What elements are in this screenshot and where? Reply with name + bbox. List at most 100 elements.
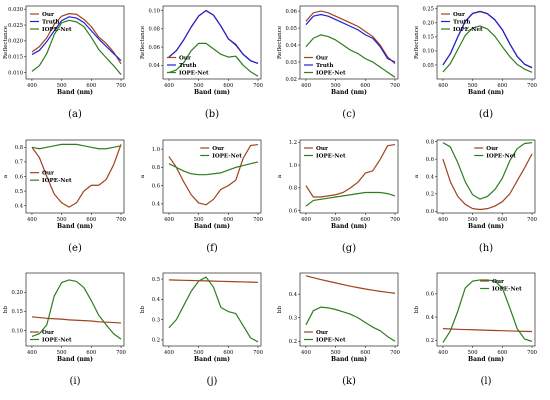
x-axis-label: Band (nm) <box>468 356 504 363</box>
y-tick-label: 0.4 <box>15 204 24 210</box>
chart-panel: 400 500 600 700 0.2 0.4 0.6 Band (nm) bb (l) Our IO… <box>414 272 537 387</box>
chart-panel: 400 500 600 700 0.02 0.03 0.04 0.05 0.06 Band (nm… <box>277 5 400 120</box>
x-tick-label: 600 <box>86 83 96 89</box>
x-tick-label: 600 <box>86 217 96 223</box>
y-tick-label: 0.4 <box>289 292 298 298</box>
plot-frame <box>436 5 536 80</box>
plot-frame <box>162 272 262 347</box>
y-axis-label: bb <box>3 306 9 314</box>
legend-label: IOPE-Net <box>316 71 346 77</box>
y-tick-label: 0.06 <box>148 45 160 51</box>
series-line <box>31 143 122 150</box>
legend-label: Our <box>42 171 54 177</box>
plot-frame <box>25 139 125 214</box>
x-tick-label: 400 <box>301 217 311 223</box>
y-axis-label: a <box>140 174 146 178</box>
y-tick-label: 0.3 <box>152 317 160 323</box>
x-tick-label: 600 <box>223 350 233 356</box>
x-axis-label: Band (nm) <box>57 89 93 96</box>
legend-label: Our <box>316 56 328 62</box>
x-tick-label: 700 <box>253 217 263 223</box>
x-tick-label: 500 <box>57 350 67 356</box>
plot-frame <box>25 5 125 80</box>
legend-label: Truth <box>179 63 196 69</box>
y-tick-label: 0.08 <box>148 27 160 33</box>
panel-caption: (l) <box>480 376 491 387</box>
y-tick-label: 0.05 <box>422 63 434 69</box>
plot-frame <box>436 272 536 347</box>
y-tick-label: 0.4 <box>152 297 161 303</box>
series-line <box>31 16 122 62</box>
x-axis-label: Band (nm) <box>468 223 504 230</box>
y-tick-label: 0.20 <box>422 21 434 27</box>
x-tick-label: 700 <box>253 83 263 89</box>
y-tick-label: 0.04 <box>285 43 297 49</box>
y-axis-label: a <box>3 174 9 178</box>
y-tick-label: 0.5 <box>15 189 23 195</box>
x-axis-label: Band (nm) <box>468 89 504 96</box>
x-tick-label: 500 <box>194 217 204 223</box>
chart-panel: 400 500 600 700 0.10 0.15 0.20 Band (nm) bb (i) Ou… <box>3 272 126 387</box>
x-tick-label: 400 <box>438 217 448 223</box>
y-tick-label: 0.04 <box>148 63 160 69</box>
x-tick-label: 500 <box>194 350 204 356</box>
x-axis-label: Band (nm) <box>57 223 93 230</box>
x-tick-label: 700 <box>527 350 537 356</box>
y-tick-label: 0.2 <box>152 338 160 344</box>
y-tick-label: 0.10 <box>11 328 23 334</box>
x-tick-label: 400 <box>27 217 37 223</box>
series-line <box>168 42 259 77</box>
x-tick-label: 700 <box>253 350 263 356</box>
y-tick-label: 0.5 <box>152 277 160 283</box>
y-axis-label: bb <box>277 306 283 314</box>
x-tick-label: 500 <box>331 83 341 89</box>
y-tick-label: 0.05 <box>285 26 297 32</box>
x-tick-label: 700 <box>390 350 400 356</box>
x-tick-label: 600 <box>497 350 507 356</box>
series-line <box>305 143 396 198</box>
y-tick-label: 0.025 <box>8 23 23 29</box>
y-tick-label: 0.6 <box>426 157 434 163</box>
x-tick-label: 600 <box>360 350 370 356</box>
y-tick-label: 0.6 <box>426 292 434 298</box>
x-tick-label: 400 <box>27 83 37 89</box>
x-tick-label: 700 <box>116 350 126 356</box>
x-tick-label: 400 <box>27 350 37 356</box>
chart-panel: 400 500 600 700 0.4 0.5 0.6 0.7 0.8 Band (nm) a (e)… <box>3 139 126 254</box>
legend-label: Truth <box>42 20 59 26</box>
series-line <box>168 279 259 283</box>
x-tick-label: 500 <box>194 83 204 89</box>
legend-label: IOPE-Net <box>316 338 346 344</box>
series-line <box>442 25 533 73</box>
chart-panel: 400 500 600 700 0.4 0.6 0.8 1.0 Band (nm) a (f) Our… <box>140 139 263 254</box>
x-tick-label: 500 <box>468 217 478 223</box>
y-tick-label: 0.8 <box>289 186 297 192</box>
panel-caption: (g) <box>342 243 356 254</box>
x-tick-label: 400 <box>164 83 174 89</box>
x-tick-label: 600 <box>497 217 507 223</box>
y-tick-label: 0.20 <box>11 290 23 296</box>
y-tick-label: 0.10 <box>148 8 160 14</box>
panel-caption: (a) <box>68 109 82 120</box>
chart-panel: 400 500 600 700 0.6 0.8 1.0 1.2 Band (nm) a (g) Our… <box>277 139 400 254</box>
panel-caption: (d) <box>479 109 493 120</box>
x-tick-label: 600 <box>497 83 507 89</box>
x-tick-label: 500 <box>57 83 67 89</box>
x-tick-label: 700 <box>527 83 537 89</box>
panel-caption: (h) <box>479 243 493 254</box>
y-axis-label: bb <box>414 306 420 314</box>
y-axis-label: Reflectance <box>414 25 420 59</box>
series-line <box>305 275 396 294</box>
y-tick-label: 0.02 <box>285 77 297 83</box>
x-tick-label: 500 <box>331 217 341 223</box>
panel-caption: (e) <box>68 243 82 254</box>
series-line <box>31 19 122 75</box>
chart-panel: 400 500 600 700 0.2 0.3 0.4 0.5 Band (nm) bb (j) <box>140 272 263 387</box>
plot-frame <box>299 139 399 214</box>
chart-panel: 400 500 600 700 0.2 0.3 0.4 Band (nm) bb (k) Our IO… <box>277 272 400 387</box>
chart-panel: 400 500 600 700 0.010 0.015 0.020 0.025 0.030 Ban… <box>3 5 126 120</box>
panel-caption: (c) <box>342 109 356 120</box>
legend-label: Our <box>453 12 465 18</box>
x-tick-label: 400 <box>301 350 311 356</box>
